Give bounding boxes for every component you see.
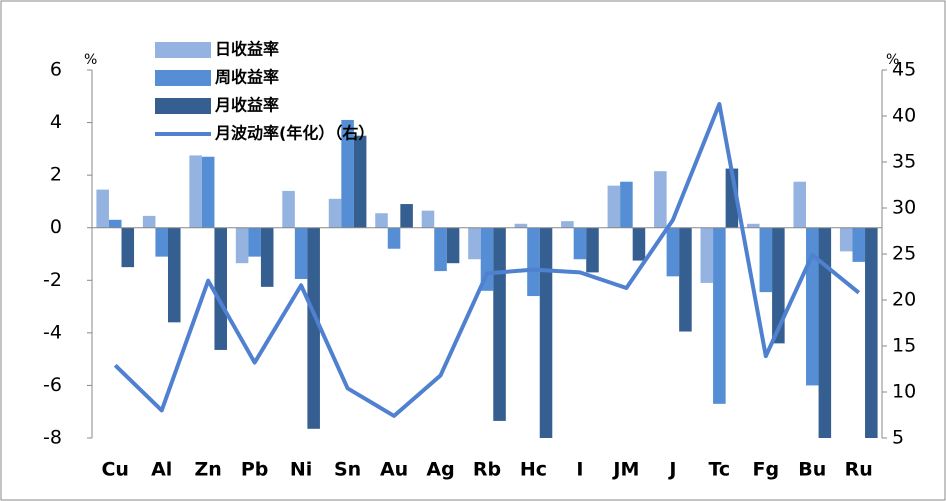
x-tick-label: Tc (709, 459, 731, 481)
bar (666, 227, 680, 277)
bar (607, 185, 621, 228)
bar (772, 227, 785, 344)
y2-tick-label: 20 (892, 289, 916, 311)
y-tick-label: 4 (50, 111, 62, 133)
legend-swatch (155, 70, 211, 86)
y-tick-label: 6 (50, 59, 62, 81)
y2-tick-label: 30 (892, 197, 916, 219)
bar (446, 227, 460, 264)
bar (759, 227, 773, 293)
bar (341, 119, 354, 228)
bar (214, 227, 227, 350)
bar (328, 198, 342, 228)
bar (713, 227, 726, 404)
bar (586, 227, 599, 273)
bars (96, 119, 878, 438)
x-tick-label: Bu (798, 459, 826, 481)
bar (527, 227, 540, 297)
bar (155, 227, 168, 257)
bar (167, 227, 181, 323)
bar (468, 227, 481, 260)
x-tick-label: I (576, 459, 583, 481)
y2-axis-label: % (886, 52, 899, 68)
bar (201, 156, 215, 228)
bar (375, 213, 388, 228)
x-tick-label: Pb (241, 459, 269, 481)
bar (294, 227, 308, 279)
bar (307, 227, 320, 429)
bar (818, 227, 832, 438)
y2-tick-label: 5 (892, 427, 904, 449)
x-tick-label: Rb (473, 459, 501, 481)
bar (260, 227, 274, 287)
bar (434, 227, 447, 272)
y-tick-label: -8 (43, 427, 62, 449)
y2-tick-label: 10 (892, 381, 916, 403)
bar (248, 227, 261, 257)
x-tick-label: Ni (290, 459, 312, 481)
bar (353, 135, 367, 228)
y-tick-label: -2 (43, 269, 62, 291)
y2-tick-label: 35 (892, 151, 916, 173)
legend-label: 月收益率 (214, 96, 279, 115)
bar (700, 227, 714, 283)
bar (632, 227, 646, 261)
bar (539, 227, 553, 438)
bar (387, 227, 401, 249)
line-series (113, 102, 861, 418)
x-tick-label: Zn (195, 459, 222, 481)
legend-swatch (155, 98, 211, 114)
bar (514, 223, 528, 228)
y2-tick-label: 15 (892, 335, 916, 357)
legend-swatch (155, 42, 211, 58)
bar (793, 181, 807, 228)
bar (620, 181, 633, 228)
bar (96, 189, 109, 228)
y-axis-label: % (84, 52, 97, 68)
y-tick-label: 2 (50, 164, 62, 186)
x-tick-label: Au (380, 459, 408, 481)
y-tick-label: -4 (43, 321, 62, 343)
bar (142, 215, 156, 228)
bar (400, 204, 413, 228)
bar (282, 190, 295, 228)
y-tick-label: -6 (43, 374, 62, 396)
bar (421, 210, 435, 228)
bar (806, 227, 819, 386)
y2-tick-label: 40 (892, 105, 916, 127)
bar (852, 227, 866, 262)
bar (121, 227, 135, 268)
x-tick-label: Ag (426, 459, 454, 481)
bar (189, 155, 202, 228)
bar (865, 227, 878, 438)
bar (573, 227, 587, 260)
x-tick-label: Sn (334, 459, 361, 481)
y2-tick-label: 25 (892, 243, 916, 265)
x-tick-label: Al (151, 459, 172, 481)
bar (493, 227, 506, 421)
bar (561, 221, 574, 228)
x-tick-label: Cu (101, 459, 128, 481)
bar (654, 171, 667, 228)
x-tick-label: Fg (753, 459, 780, 481)
x-tick-label: J (667, 459, 676, 481)
bar (839, 227, 853, 252)
x-tick-label: JM (611, 459, 639, 481)
bar (108, 219, 122, 228)
x-tick-label: Hc (520, 459, 547, 481)
y-tick-label: 0 (50, 216, 62, 238)
legend-label: 日收益率 (215, 40, 279, 59)
x-tick-label: Ru (845, 459, 873, 481)
y2-tick-label: 45 (892, 59, 916, 81)
legend-label: 月波动率(年化）（右） (214, 124, 374, 143)
bar (747, 223, 760, 228)
bar (679, 227, 692, 332)
bar (235, 227, 249, 264)
legend-label: 周收益率 (215, 68, 279, 87)
